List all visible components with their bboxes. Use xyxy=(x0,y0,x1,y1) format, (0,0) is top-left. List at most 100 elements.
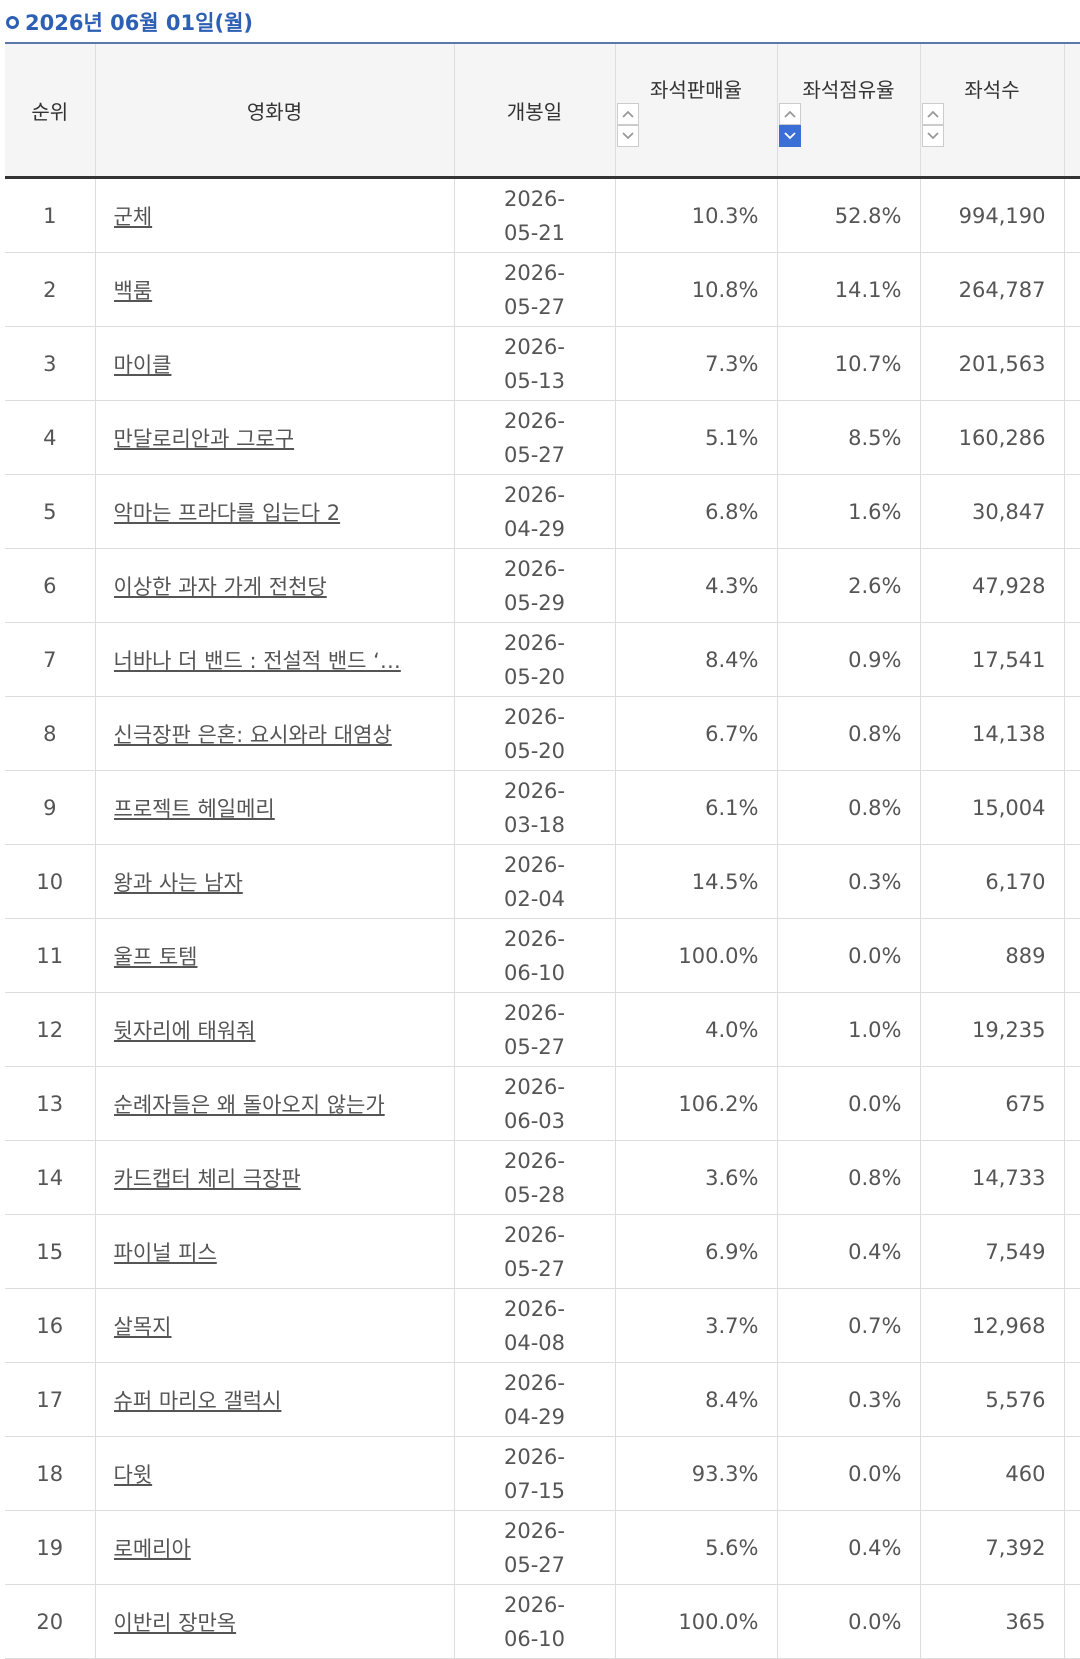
movie-link[interactable]: 왕과 사는 남자 xyxy=(113,870,243,895)
movie-link[interactable]: 파이널 피스 xyxy=(113,1240,217,1265)
date-title: 2026년 06월 01일(월) xyxy=(25,11,253,35)
table-cell: 2.6% xyxy=(777,548,921,623)
table-cell: 2026-05-29 xyxy=(454,548,616,623)
table-row: 2 백룸 2026-05-27 10.8% 14.1% 264,787 xyxy=(5,252,1080,327)
rank: 1 xyxy=(43,203,57,228)
sort-desc[interactable] xyxy=(921,124,944,147)
table-cell: 52.8% xyxy=(777,177,921,253)
column-label: 좌석판매율 xyxy=(650,77,742,102)
movie-link[interactable]: 만달로리안과 그로구 xyxy=(113,426,295,451)
table-cell: 10.8% xyxy=(615,252,778,327)
movie-link[interactable]: 로메리아 xyxy=(113,1536,191,1561)
table-cell-extra xyxy=(1064,177,1080,253)
table-cell: 프로젝트 헤일메리 xyxy=(95,770,455,845)
table-cell: 0.9% xyxy=(777,622,921,697)
table-cell: 15,004 xyxy=(920,770,1065,845)
rank: 8 xyxy=(43,721,57,746)
table-cell: 14 xyxy=(5,1140,96,1215)
sort-buttons xyxy=(778,102,919,147)
table-cell: 마이클 xyxy=(95,326,455,401)
movie-link[interactable]: 살목지 xyxy=(113,1314,172,1339)
table-cell-extra xyxy=(1064,844,1080,919)
table-row: 20 이반리 장만옥 2026-06-10 100.0% 0.0% 365 xyxy=(5,1584,1080,1659)
table-cell: 1.6% xyxy=(777,474,921,549)
movie-link[interactable]: 카드캡터 체리 극장판 xyxy=(113,1166,301,1191)
table-row: 19 로메리아 2026-05-27 5.6% 0.4% 7,392 xyxy=(5,1510,1080,1585)
table-cell: 12 xyxy=(5,992,96,1067)
release-date: 2026-06-03 xyxy=(503,1074,565,1133)
table-cell: 악마는 프라다를 입는다 2 xyxy=(95,474,455,549)
column-label: 영화명 xyxy=(246,99,303,124)
cell-value: 1.6% xyxy=(848,499,902,524)
cell-value: 0.8% xyxy=(848,795,902,820)
release-date: 2026-04-29 xyxy=(503,1370,565,1429)
table-row: 7 너바나 더 밴드 : 전설적 밴드 ‘… 2026-05-20 8.4% 0.9% 1… xyxy=(5,622,1080,697)
table-cell: 0.8% xyxy=(777,1140,921,1215)
sort-desc[interactable] xyxy=(778,124,801,147)
cell-value: 0.0% xyxy=(848,943,902,968)
cell-value: 19,235 xyxy=(972,1017,1046,1042)
cell-value: 6.1% xyxy=(705,795,759,820)
cell-value: 52.8% xyxy=(834,203,902,228)
cell-value: 365 xyxy=(1005,1609,1046,1634)
movie-link[interactable]: 순례자들은 왜 돌아오지 않는가 xyxy=(113,1092,385,1117)
table-cell: 14,733 xyxy=(920,1140,1065,1215)
movie-link[interactable]: 뒷자리에 태워줘 xyxy=(113,1018,256,1043)
release-date: 2026-05-29 xyxy=(503,556,565,615)
rank: 13 xyxy=(36,1091,64,1116)
movie-link[interactable]: 슈퍼 마리오 갤럭시 xyxy=(113,1388,282,1413)
table-cell: 뒷자리에 태워줘 xyxy=(95,992,455,1067)
movie-link[interactable]: 다윗 xyxy=(113,1462,153,1487)
table-cell-extra xyxy=(1064,548,1080,623)
table-cell-extra xyxy=(1064,1510,1080,1585)
table-cell: 2026-04-29 xyxy=(454,1362,616,1437)
table-row: 15 파이널 피스 2026-05-27 6.9% 0.4% 7,549 xyxy=(5,1214,1080,1289)
table-cell: 17 xyxy=(5,1362,96,1437)
table-body: 1 군체 2026-05-21 10.3% 52.8% 994,190 2 백룸 2026-05… xyxy=(5,177,1080,1659)
table-cell: 2 xyxy=(5,252,96,327)
movie-link[interactable]: 군체 xyxy=(113,204,153,229)
movie-link[interactable]: 울프 토템 xyxy=(113,944,198,969)
bullet-icon xyxy=(6,15,19,29)
release-date: 2026-05-28 xyxy=(503,1148,565,1207)
chevron xyxy=(926,110,939,118)
release-date: 2026-05-27 xyxy=(503,1222,565,1281)
cell-value: 5,576 xyxy=(985,1387,1046,1412)
movie-link[interactable]: 백룸 xyxy=(113,278,153,303)
table-cell: 30,847 xyxy=(920,474,1065,549)
movie-link[interactable]: 악마는 프라다를 입는다 2 xyxy=(113,500,341,525)
movie-link[interactable]: 프로젝트 헤일메리 xyxy=(113,796,275,821)
sort-asc[interactable] xyxy=(921,102,944,125)
table-cell: 2026-06-10 xyxy=(454,1584,616,1659)
table-row: 4 만달로리안과 그로구 2026-05-27 5.1% 8.5% 160,286 xyxy=(5,400,1080,475)
table-cell: 군체 xyxy=(95,177,455,253)
table-row: 12 뒷자리에 태워줘 2026-05-27 4.0% 1.0% 19,235 xyxy=(5,992,1080,1067)
table-cell: 12,968 xyxy=(920,1288,1065,1363)
movie-link[interactable]: 너바나 더 밴드 : 전설적 밴드 ‘… xyxy=(113,648,401,673)
table-cell: 5.1% xyxy=(615,400,778,475)
cell-value: 994,190 xyxy=(958,203,1046,228)
movie-link[interactable]: 이반리 장만옥 xyxy=(113,1610,237,1635)
cell-value: 0.9% xyxy=(848,647,902,672)
table-cell: 2026-04-08 xyxy=(454,1288,616,1363)
table-cell: 2026-03-18 xyxy=(454,770,616,845)
table-cell: 9 xyxy=(5,770,96,845)
table-cell: 15 xyxy=(5,1214,96,1289)
cell-value: 47,928 xyxy=(972,573,1046,598)
table-cell: 5,576 xyxy=(920,1362,1065,1437)
movie-link[interactable]: 이상한 과자 가게 전천당 xyxy=(113,574,327,599)
cell-value: 0.7% xyxy=(848,1313,902,1338)
table-cell: 5.6% xyxy=(615,1510,778,1585)
sort-asc[interactable] xyxy=(778,102,801,125)
cell-value: 30,847 xyxy=(972,499,1046,524)
sort-desc[interactable] xyxy=(616,124,639,147)
cell-value: 14.1% xyxy=(834,277,902,302)
table-cell: 1 xyxy=(5,177,96,253)
table-cell-extra xyxy=(1064,1362,1080,1437)
cell-value: 675 xyxy=(1005,1091,1046,1116)
cell-value: 93.3% xyxy=(691,1461,759,1486)
sort-asc[interactable] xyxy=(616,102,639,125)
table-cell: 106.2% xyxy=(615,1066,778,1141)
movie-link[interactable]: 신극장판 은혼: 요시와라 대염상 xyxy=(113,722,392,747)
movie-link[interactable]: 마이클 xyxy=(113,352,172,377)
